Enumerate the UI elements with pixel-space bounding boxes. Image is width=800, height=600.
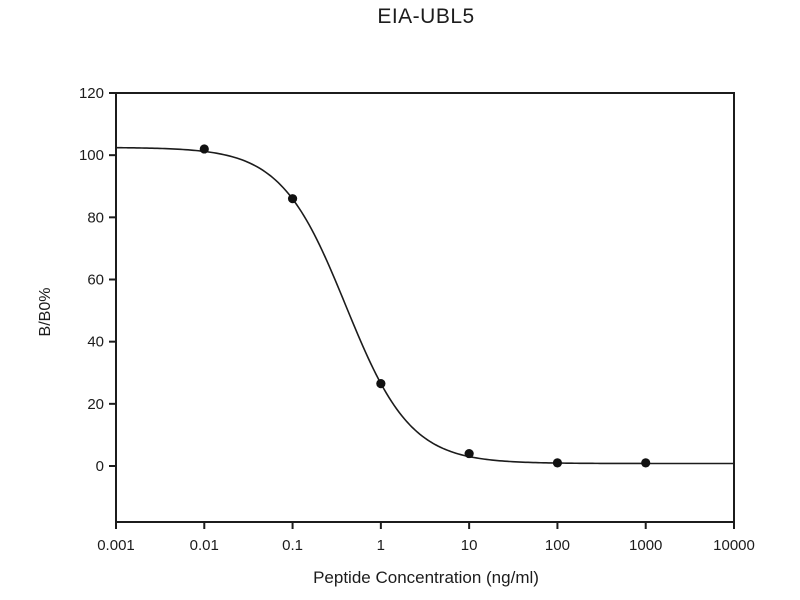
x-tick-label: 0.1 — [282, 537, 303, 554]
chart-title: EIA-UBL5 — [377, 5, 475, 28]
y-tick-label: 0 — [96, 458, 104, 475]
x-tick-label: 10000 — [713, 537, 755, 554]
fit-curve — [115, 146, 734, 465]
x-tick-label: 1000 — [629, 537, 662, 554]
x-tick-label: 10 — [461, 537, 478, 554]
data-point-marker — [552, 458, 563, 468]
y-tick-label: 80 — [87, 209, 104, 226]
y-tick-label: 100 — [79, 147, 104, 164]
data-point-marker — [641, 458, 651, 468]
y-tick-label: 120 — [79, 85, 104, 102]
x-tick-label: 1 — [377, 537, 385, 554]
plot-frame — [115, 92, 735, 523]
x-axis-title: Peptide Concentration (ng/ml) — [313, 568, 539, 587]
y-tick-label: 20 — [87, 396, 104, 413]
data-point-marker — [376, 379, 386, 389]
x-tick-label: 0.01 — [190, 537, 219, 554]
x-tick-label: 100 — [545, 537, 570, 554]
y-tick-label: 60 — [87, 272, 104, 289]
data-point-marker — [199, 144, 209, 154]
data-point-marker — [287, 194, 298, 204]
y-tick-label: 40 — [87, 334, 104, 351]
data-point-marker — [464, 448, 474, 459]
x-tick-label: 0.001 — [97, 537, 135, 554]
